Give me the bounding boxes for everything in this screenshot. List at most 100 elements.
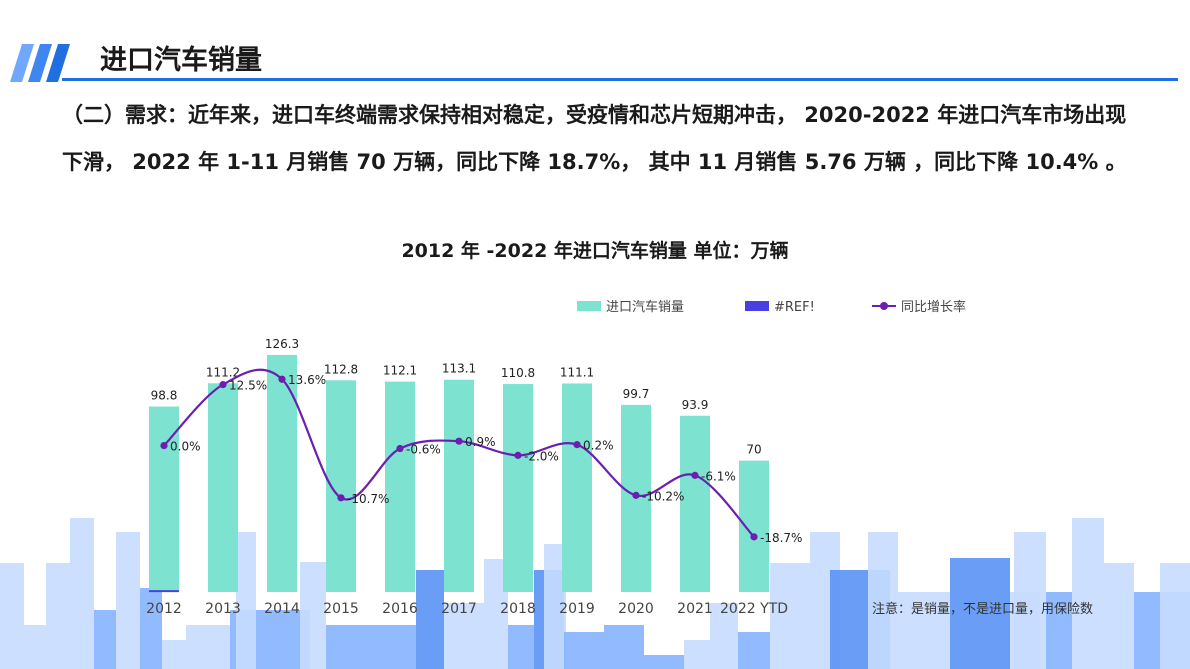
skyline-block xyxy=(770,563,810,669)
growth-point xyxy=(337,494,345,502)
growth-point xyxy=(514,451,522,459)
skyline-block xyxy=(898,592,950,669)
skyline-block xyxy=(564,632,604,669)
bar xyxy=(149,406,179,592)
bar xyxy=(267,354,297,592)
bar xyxy=(444,379,474,592)
x-tick-label: 2020 xyxy=(618,601,654,617)
growth-label: -10.2% xyxy=(642,489,684,503)
skyline-block xyxy=(416,570,444,669)
bar-value-label: 112.1 xyxy=(383,364,417,378)
skyline-block xyxy=(0,563,24,669)
skyline-block xyxy=(140,588,162,669)
growth-rate-labels: 0.0% 12.5% 13.6% -10.7% -0.6% 0.9% -2.0% 0.2% -1… xyxy=(170,373,802,545)
x-tick-label: 2013 xyxy=(205,601,241,617)
header-stripes-logo xyxy=(10,44,70,82)
skyline-block xyxy=(1160,563,1190,669)
skyline-block xyxy=(508,625,534,669)
growth-point xyxy=(160,442,168,450)
legend-label: #REF! xyxy=(774,300,815,315)
skyline-block xyxy=(644,655,684,669)
skyline-block xyxy=(1046,592,1072,669)
growth-label: -10.7% xyxy=(347,492,389,506)
bar-value-label: 98.8 xyxy=(151,389,178,403)
bar-value-labels: 98.8 111.2 126.3 112.8 112.1 113.1 110.8 111.1 9… xyxy=(151,337,762,457)
bar xyxy=(562,383,592,592)
growth-point xyxy=(750,533,758,541)
bar-series xyxy=(149,354,769,593)
skyline-block xyxy=(1014,532,1046,669)
skyline-block xyxy=(116,532,140,669)
growth-line-path xyxy=(163,368,755,538)
x-tick-label: 2017 xyxy=(441,601,477,617)
growth-point xyxy=(219,381,227,389)
bar-value-label: 111.2 xyxy=(206,365,240,379)
growth-label: 0.0% xyxy=(170,440,201,454)
growth-point xyxy=(396,444,404,453)
skyline-block xyxy=(24,625,46,669)
legend-line-marker xyxy=(880,302,888,310)
x-tick-label: 2016 xyxy=(382,601,418,617)
x-tick-label: 2014 xyxy=(264,601,300,617)
x-tick-label: 2022 YTD xyxy=(720,601,788,617)
growth-label: -0.6% xyxy=(406,443,441,457)
skyline-block xyxy=(326,625,416,669)
description-paragraph: （二）需求：近年来，进口车终端需求保持相对稳定，受疫情和芯片短期冲击， 2020… xyxy=(62,103,1127,174)
ref-bar xyxy=(149,590,179,593)
bar-value-label: 70 xyxy=(746,443,761,457)
chart-title: 2012 年 -2022 年进口汽车销量 单位：万辆 xyxy=(401,240,789,262)
x-tick-label: 2019 xyxy=(559,601,595,617)
bar-value-label: 111.1 xyxy=(560,365,594,379)
x-tick-label: 2018 xyxy=(500,601,536,617)
skyline-block xyxy=(684,640,710,669)
bar-value-label: 99.7 xyxy=(623,387,650,401)
growth-point xyxy=(455,437,463,445)
growth-label: 13.6% xyxy=(288,373,326,387)
skyline-block xyxy=(94,610,116,669)
skyline-block xyxy=(604,625,644,669)
bar-value-label: 113.1 xyxy=(442,362,476,376)
skyline-block xyxy=(868,532,898,669)
growth-label: 12.5% xyxy=(229,379,267,393)
chart-legend: 进口汽车销量 #REF! 同比增长率 xyxy=(577,299,966,315)
skyline-block xyxy=(236,532,256,669)
bar xyxy=(680,415,710,592)
bar xyxy=(503,384,533,592)
growth-point xyxy=(691,471,699,479)
growth-label: -2.0% xyxy=(524,449,559,463)
legend-swatch xyxy=(745,301,769,311)
growth-label: 0.9% xyxy=(465,435,496,449)
x-axis-ticks: 2012 2013 2014 2015 2016 2017 2018 2019 2020 2021… xyxy=(146,601,788,617)
skyline-block xyxy=(46,563,70,669)
skyline-block xyxy=(186,625,230,669)
bar xyxy=(208,383,238,592)
skyline-block xyxy=(70,518,94,669)
skyline-block xyxy=(950,558,1010,669)
bar-value-label: 126.3 xyxy=(265,337,299,351)
skyline-block xyxy=(738,632,770,669)
skyline-block xyxy=(1104,563,1134,669)
growth-point xyxy=(632,491,640,499)
skyline-block xyxy=(300,562,326,669)
bar xyxy=(739,460,769,592)
x-tick-label: 2021 xyxy=(677,601,713,617)
growth-label: 0.2% xyxy=(583,439,614,453)
page-title: 进口汽车销量 xyxy=(100,45,262,76)
skyline-block xyxy=(544,544,566,669)
title-divider xyxy=(62,78,1178,81)
bar-value-label: 93.9 xyxy=(682,398,709,412)
growth-rate-line xyxy=(160,368,758,541)
growth-point xyxy=(278,375,286,383)
bar-value-label: 110.8 xyxy=(501,366,535,380)
skyline-block xyxy=(1072,518,1104,669)
skyline-block xyxy=(444,603,484,669)
legend-label: 进口汽车销量 xyxy=(606,299,684,315)
chart-note: 注意：是销量，不是进口量，用保险数 xyxy=(872,602,1094,617)
x-tick-label: 2012 xyxy=(146,601,182,617)
legend-swatch xyxy=(577,301,601,311)
growth-point xyxy=(573,441,581,449)
legend-label: 同比增长率 xyxy=(901,299,966,315)
skyline-block xyxy=(162,640,186,669)
x-tick-label: 2015 xyxy=(323,601,359,617)
